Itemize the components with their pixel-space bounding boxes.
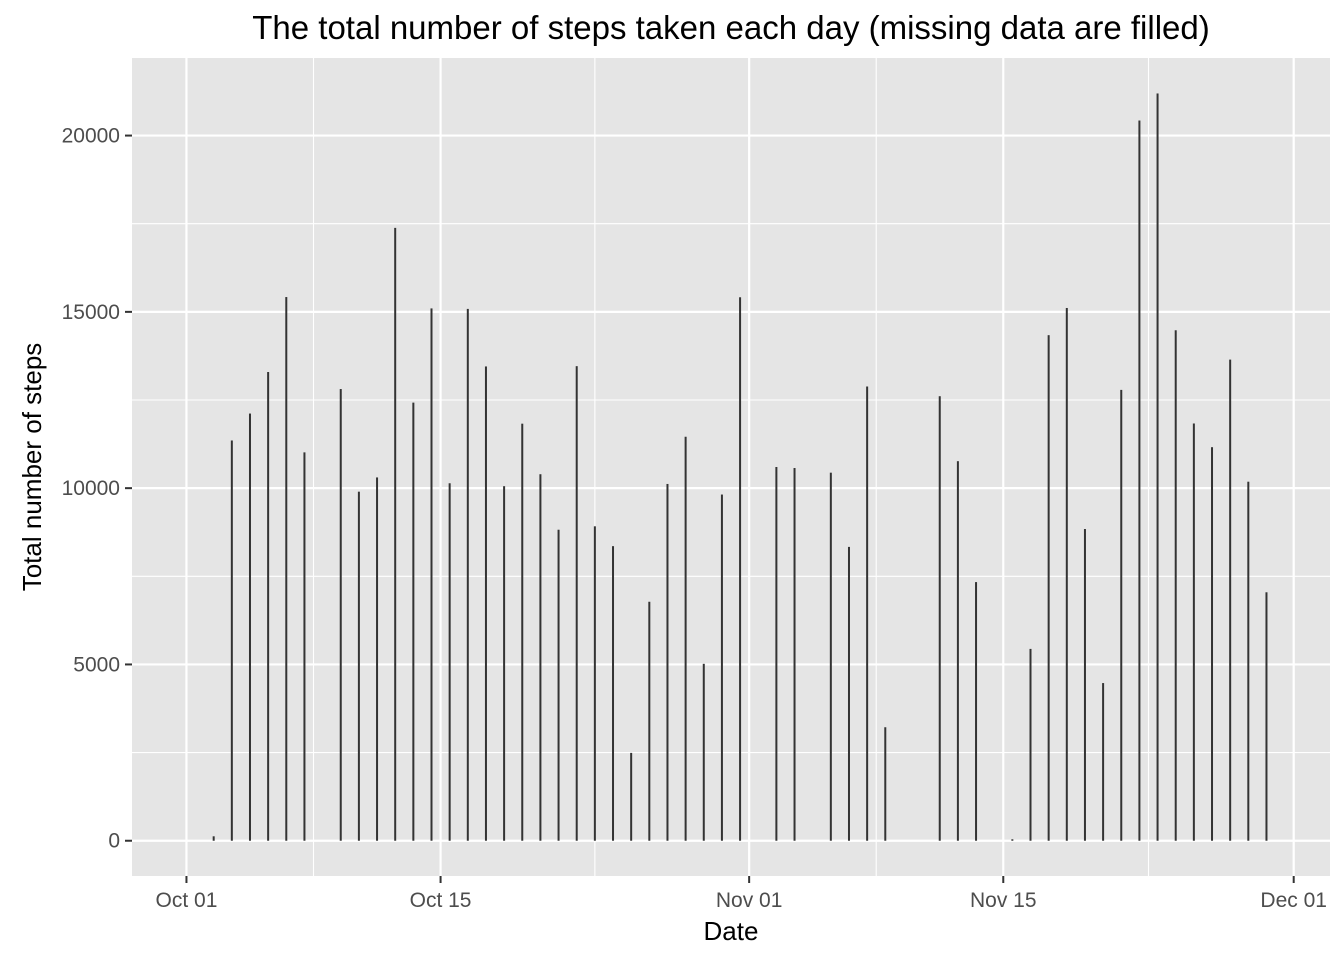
bar [593, 526, 596, 841]
bar [829, 472, 832, 841]
bar [775, 467, 778, 841]
bar [376, 477, 379, 841]
bar [394, 227, 397, 841]
bar [739, 297, 742, 841]
bar [666, 483, 669, 841]
bar [612, 546, 615, 841]
y-axis: 0 5000 10000 15000 20000 [62, 125, 132, 853]
bar [521, 423, 524, 841]
bar [938, 396, 941, 841]
y-tick-label: 5000 [73, 653, 120, 676]
bar [1011, 839, 1014, 841]
bar [575, 366, 578, 841]
grid [132, 58, 1330, 876]
y-tick-label: 0 [108, 830, 120, 853]
bar [1138, 120, 1141, 841]
x-axis: Oct 01 Oct 15 Nov 01 Nov 15 Dec 01 [156, 876, 1327, 912]
bar [248, 413, 251, 841]
x-tick-label: Nov 15 [970, 889, 1037, 912]
bar [884, 727, 887, 841]
bar [484, 366, 487, 841]
bar [956, 461, 959, 841]
bar [847, 546, 850, 841]
bar [212, 836, 215, 841]
bar [412, 402, 415, 841]
bar [702, 663, 705, 841]
bar [1174, 330, 1177, 841]
bar [1247, 481, 1250, 841]
bar [230, 440, 233, 841]
bar [503, 486, 506, 841]
bar [1265, 592, 1268, 841]
bars [212, 93, 1268, 841]
y-tick-label: 20000 [62, 125, 120, 148]
bar [793, 468, 796, 841]
y-axis-title: Total number of steps [17, 343, 47, 592]
bar [448, 483, 451, 841]
x-tick-label: Oct 15 [410, 889, 472, 912]
y-tick-label: 10000 [62, 477, 120, 500]
bar [1192, 423, 1195, 841]
x-tick-label: Dec 01 [1260, 889, 1327, 912]
bar [339, 389, 342, 841]
bar [466, 308, 469, 841]
bar [1065, 307, 1068, 841]
bar [557, 529, 560, 841]
bar [1156, 93, 1159, 841]
bar [720, 494, 723, 841]
bar [267, 372, 270, 841]
bar [539, 474, 542, 841]
bar [1120, 389, 1123, 841]
y-tick-label: 15000 [62, 301, 120, 324]
bar [1047, 335, 1050, 841]
chart-title: The total number of steps taken each day… [252, 9, 1210, 46]
bar [357, 491, 360, 841]
bar [303, 452, 306, 841]
x-tick-label: Oct 01 [156, 889, 218, 912]
bar [1229, 359, 1232, 841]
plot-panel [132, 58, 1330, 876]
bar [1029, 648, 1032, 841]
x-tick-label: Nov 01 [716, 889, 783, 912]
bar [430, 308, 433, 841]
bar [684, 436, 687, 841]
bar [1211, 447, 1214, 841]
bar [866, 386, 869, 841]
bar [1102, 683, 1105, 841]
bar [1083, 529, 1086, 841]
bar [630, 752, 633, 841]
x-axis-title: Date [704, 916, 759, 946]
bar [648, 601, 651, 841]
bar [285, 297, 288, 841]
bar [975, 582, 978, 841]
